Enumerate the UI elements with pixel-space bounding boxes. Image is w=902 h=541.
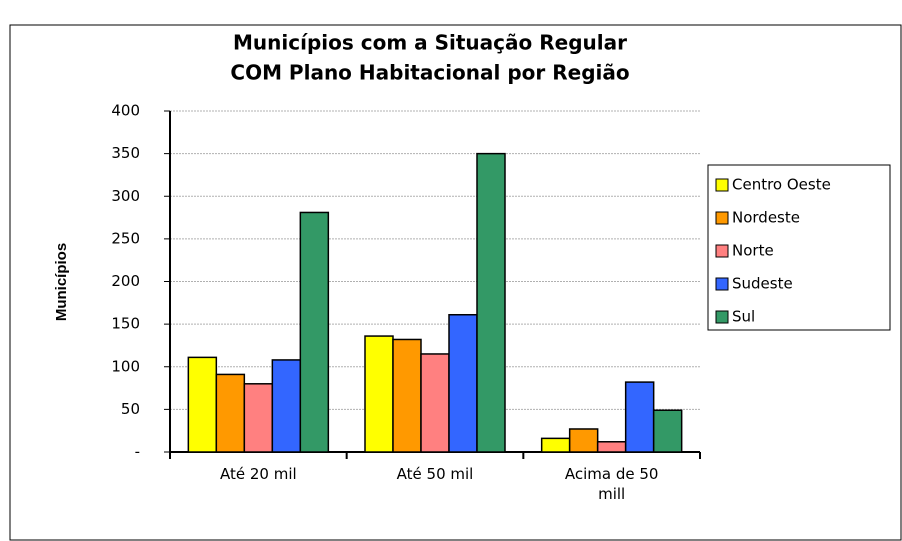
x-tick-label: Até 50 mil: [396, 465, 474, 483]
bar: [215, 373, 246, 453]
bar: [392, 338, 422, 453]
bar: [243, 383, 274, 453]
bar: [299, 211, 330, 453]
bar: [596, 441, 627, 453]
chart-title: Municípios com a Situação Regular: [233, 31, 627, 55]
bar: [540, 437, 571, 453]
y-tick-label: 350: [111, 144, 140, 162]
y-tick-label: 200: [111, 272, 140, 290]
bar: [364, 335, 394, 453]
y-tick-label: 250: [111, 229, 140, 247]
legend-label: Nordeste: [732, 209, 800, 227]
legend-label: Sul: [732, 308, 755, 326]
x-tick-label: Acima de 50 mill: [564, 465, 659, 503]
x-tick-label-box: Até 20 mil: [219, 465, 297, 483]
x-tick-label: Até 20 mil: [219, 465, 297, 483]
legend-label: Centro Oeste: [732, 176, 831, 194]
legend-swatch: [715, 244, 729, 258]
x-tick-label-box: Até 50 mil: [396, 465, 474, 483]
legend-swatch: [715, 310, 729, 324]
bar: [448, 313, 478, 453]
y-tick-label: 400: [111, 102, 140, 120]
legend: [707, 164, 891, 331]
legend-swatch: [715, 178, 729, 192]
bar: [187, 356, 218, 453]
y-tick-label: 300: [111, 187, 140, 205]
legend-label: Sudeste: [732, 275, 793, 293]
x-tick-label-box: Acima de 50 mill: [564, 465, 659, 503]
bar: [420, 353, 450, 453]
bar: [476, 152, 506, 453]
y-tick-label: 100: [111, 357, 140, 375]
y-tick-label: 50: [121, 400, 140, 418]
bar: [652, 409, 683, 453]
y-tick-label: 150: [111, 315, 140, 333]
legend-swatch: [715, 211, 729, 225]
bar: [624, 381, 655, 453]
y-axis-label: Municípios: [53, 243, 70, 321]
bar: [271, 359, 302, 453]
legend-swatch: [715, 277, 729, 291]
bar: [568, 428, 599, 453]
chart-title: COM Plano Habitacional por Região: [230, 61, 629, 85]
y-tick-label: -: [135, 443, 140, 461]
legend-label: Norte: [732, 242, 774, 260]
